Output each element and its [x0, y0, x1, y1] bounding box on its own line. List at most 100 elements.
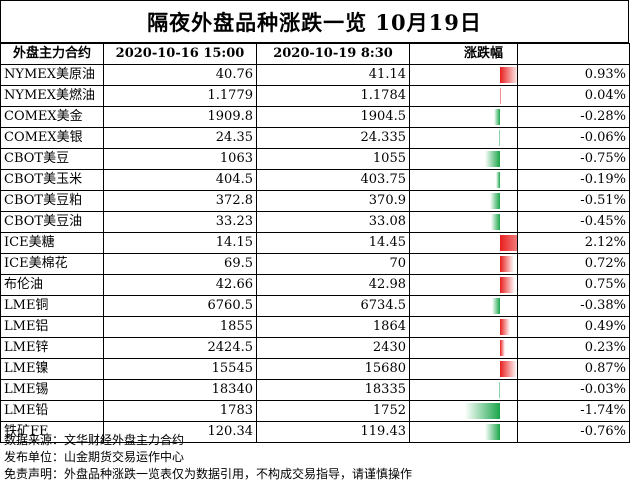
table-row: LME铝 1855 1864 0.49% — [0, 316, 630, 338]
change-bar-cell — [409, 127, 518, 149]
change-pct: 0.04% — [517, 85, 630, 107]
change-bar-cell — [409, 64, 518, 86]
change-pct: 2.12% — [517, 232, 630, 254]
table-row: LME锡 18340 18335 -0.03% — [0, 379, 630, 401]
curr-price: 70 — [256, 253, 410, 275]
curr-price: 119.43 — [256, 421, 410, 443]
contract-name: CBOT美豆粕 — [0, 190, 104, 212]
table-row: LME铅 1783 1752 -1.74% — [0, 400, 630, 422]
table-row: 布伦油 42.66 42.98 0.75% — [0, 274, 630, 296]
table-row: LME锌 2424.5 2430 0.23% — [0, 337, 630, 359]
curr-price: 1752 — [256, 400, 410, 422]
table-row: LME镍 15545 15680 0.87% — [0, 358, 630, 380]
change-pct: 0.87% — [517, 358, 630, 380]
prev-price: 1.1779 — [103, 85, 257, 107]
table-row: CBOT美玉米 404.5 403.75 -0.19% — [0, 169, 630, 191]
curr-price: 1.1784 — [256, 85, 410, 107]
change-bar-cell — [409, 400, 518, 422]
change-bar-cell — [409, 274, 518, 296]
change-bar — [500, 319, 510, 335]
change-pct: 0.49% — [517, 316, 630, 338]
contract-name: NYMEX美原油 — [0, 64, 104, 86]
change-pct: -0.03% — [517, 379, 630, 401]
change-bar-cell — [409, 232, 518, 254]
contract-name: LME铅 — [0, 400, 104, 422]
change-pct: -0.76% — [517, 421, 630, 443]
change-bar — [485, 151, 500, 167]
change-bar — [499, 382, 500, 398]
table-body: NYMEX美原油 40.76 41.14 0.93% NYMEX美燃油 1.1779 1.1… — [0, 64, 630, 443]
change-bar — [500, 277, 515, 293]
header-prev-time: 2020-10-16 15:00 — [103, 43, 257, 65]
contract-name: ICE美糖 — [0, 232, 104, 254]
change-bar-cell — [409, 379, 518, 401]
prev-price: 14.15 — [103, 232, 257, 254]
contract-name: COMEX美金 — [0, 106, 104, 128]
curr-price: 1055 — [256, 148, 410, 170]
contract-name: LME镍 — [0, 358, 104, 380]
table-row: COMEX美银 24.35 24.335 -0.06% — [0, 127, 630, 149]
change-bar — [496, 172, 500, 188]
footer-source: 数据来源：文华财经外盘主力合约 — [4, 433, 185, 447]
curr-price: 24.335 — [256, 127, 410, 149]
table-row: LME铜 6760.5 6734.5 -0.38% — [0, 295, 630, 317]
contract-name: COMEX美银 — [0, 127, 104, 149]
contract-name: CBOT美玉米 — [0, 169, 104, 191]
prev-price: 6760.5 — [103, 295, 257, 317]
header-change: 涨跌幅 — [409, 43, 518, 65]
curr-price: 2430 — [256, 337, 410, 359]
footer-publisher: 发布单位：山金期货交易运作中心 — [4, 450, 185, 464]
change-bar-cell — [409, 295, 518, 317]
header-pct — [517, 43, 630, 65]
change-bar-cell — [409, 358, 518, 380]
footer-notes: 数据来源：文华财经外盘主力合约 发布单位：山金期货交易运作中心 免责声明：外盘品… — [0, 432, 629, 483]
change-pct: -0.51% — [517, 190, 630, 212]
table-row: CBOT美豆油 33.23 33.08 -0.45% — [0, 211, 630, 233]
contract-name: LME锡 — [0, 379, 104, 401]
change-bar-cell — [409, 148, 518, 170]
prev-price: 69.5 — [103, 253, 257, 275]
prev-price: 33.23 — [103, 211, 257, 233]
change-pct: -0.06% — [517, 127, 630, 149]
change-bar-cell — [409, 337, 518, 359]
curr-price: 403.75 — [256, 169, 410, 191]
change-pct: -0.38% — [517, 295, 630, 317]
change-bar-cell — [409, 85, 518, 107]
contract-name: LME锌 — [0, 337, 104, 359]
table-row: ICE美糖 14.15 14.45 2.12% — [0, 232, 630, 254]
contract-name: 铁矿FE — [0, 421, 104, 443]
change-bar-cell — [409, 316, 518, 338]
change-bar — [489, 193, 500, 209]
contract-name: CBOT美豆油 — [0, 211, 104, 233]
change-bar-cell — [409, 106, 518, 128]
curr-price: 41.14 — [256, 64, 410, 86]
change-pct: -0.19% — [517, 169, 630, 191]
change-bar — [491, 214, 500, 230]
change-bar — [465, 403, 500, 419]
prev-price: 42.66 — [103, 274, 257, 296]
change-bar-cell — [409, 253, 518, 275]
prev-price: 18340 — [103, 379, 257, 401]
price-change-table: 外盘主力合约 2020-10-16 15:00 2020-10-19 8:30 … — [0, 43, 630, 443]
curr-price: 14.45 — [256, 232, 410, 254]
table-row: 铁矿FE 120.34 119.43 -0.76% — [0, 421, 630, 443]
change-pct: 0.23% — [517, 337, 630, 359]
table-row: COMEX美金 1909.8 1904.5 -0.28% — [0, 106, 630, 128]
change-bar — [500, 235, 517, 251]
prev-price: 24.35 — [103, 127, 257, 149]
prev-price: 1909.8 — [103, 106, 257, 128]
change-bar — [500, 88, 501, 104]
change-bar — [500, 256, 515, 272]
change-bar — [500, 67, 517, 83]
prev-price: 1063 — [103, 148, 257, 170]
change-bar-cell — [409, 421, 518, 443]
change-pct: -1.74% — [517, 400, 630, 422]
curr-price: 6734.5 — [256, 295, 410, 317]
change-bar — [494, 109, 500, 125]
curr-price: 33.08 — [256, 211, 410, 233]
prev-price: 1783 — [103, 400, 257, 422]
change-bar — [484, 424, 500, 440]
change-pct: 0.93% — [517, 64, 630, 86]
contract-name: LME铜 — [0, 295, 104, 317]
prev-price: 372.8 — [103, 190, 257, 212]
